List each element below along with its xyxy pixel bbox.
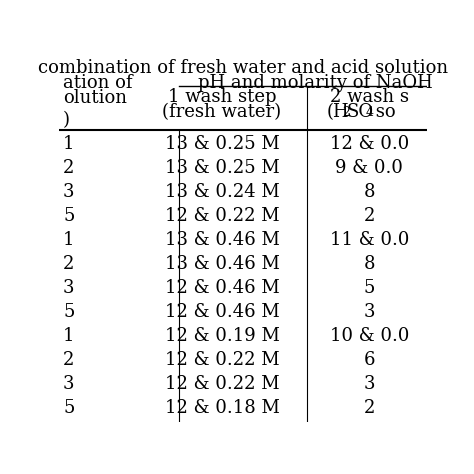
Text: 3: 3 (63, 375, 74, 393)
Text: 2 wash s: 2 wash s (330, 88, 409, 106)
Text: 12 & 0.18 M: 12 & 0.18 M (164, 399, 280, 417)
Text: 2: 2 (364, 399, 375, 417)
Text: 10 & 0.0: 10 & 0.0 (329, 327, 409, 345)
Text: 3: 3 (63, 279, 74, 297)
Text: 5: 5 (63, 399, 74, 417)
Text: pH and molarity of NaOH: pH and molarity of NaOH (198, 74, 432, 92)
Text: 2: 2 (63, 351, 74, 369)
Text: 3: 3 (63, 182, 74, 201)
Text: 5: 5 (63, 207, 74, 225)
Text: 2: 2 (63, 159, 74, 177)
Text: 9 & 0.0: 9 & 0.0 (335, 159, 403, 177)
Text: 3: 3 (364, 303, 375, 321)
Text: (fresh water): (fresh water) (163, 103, 282, 121)
Text: 2: 2 (63, 255, 74, 273)
Text: 1: 1 (63, 327, 74, 345)
Text: 6: 6 (364, 351, 375, 369)
Text: 13 & 0.46 M: 13 & 0.46 M (164, 255, 280, 273)
Text: 8: 8 (364, 255, 375, 273)
Text: 1: 1 (63, 135, 74, 153)
Text: 5: 5 (63, 303, 74, 321)
Text: ation of: ation of (63, 74, 133, 92)
Text: 12 & 0.22 M: 12 & 0.22 M (164, 351, 279, 369)
Text: 1 wash step: 1 wash step (168, 88, 276, 106)
Text: ): ) (63, 111, 70, 129)
Text: 12 & 0.19 M: 12 & 0.19 M (164, 327, 280, 345)
Text: 2: 2 (364, 207, 375, 225)
Text: 13 & 0.46 M: 13 & 0.46 M (164, 231, 280, 249)
Text: (H: (H (327, 103, 349, 121)
Text: 1: 1 (63, 231, 74, 249)
Text: 12 & 0.22 M: 12 & 0.22 M (164, 207, 279, 225)
Text: 4: 4 (365, 106, 374, 119)
Text: 12 & 0.22 M: 12 & 0.22 M (164, 375, 279, 393)
Text: 13 & 0.24 M: 13 & 0.24 M (164, 182, 279, 201)
Text: so: so (370, 103, 396, 121)
Text: combination of fresh water and acid solution: combination of fresh water and acid solu… (38, 59, 448, 77)
Text: 5: 5 (364, 279, 375, 297)
Text: 2: 2 (342, 106, 350, 119)
Text: 11 & 0.0: 11 & 0.0 (329, 231, 409, 249)
Text: 12 & 0.46 M: 12 & 0.46 M (164, 279, 279, 297)
Text: olution: olution (63, 89, 127, 107)
Text: SO: SO (347, 103, 374, 121)
Text: 12 & 0.46 M: 12 & 0.46 M (164, 303, 279, 321)
Text: 3: 3 (364, 375, 375, 393)
Text: 12 & 0.0: 12 & 0.0 (329, 135, 409, 153)
Text: 13 & 0.25 M: 13 & 0.25 M (164, 135, 279, 153)
Text: 8: 8 (364, 182, 375, 201)
Text: 13 & 0.25 M: 13 & 0.25 M (164, 159, 279, 177)
